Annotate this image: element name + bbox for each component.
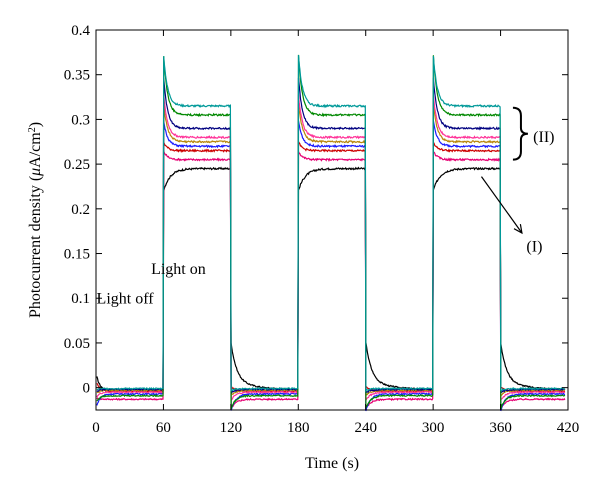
y-tick-label: 0.35	[64, 68, 90, 84]
series-line	[96, 166, 566, 393]
series-line	[96, 141, 566, 393]
y-axis-label: Photocurrent density (μA/cm2)	[27, 122, 45, 318]
x-tick-label: 240	[354, 420, 377, 436]
group-ii-label: (II)	[533, 129, 554, 146]
y-tick-label: 0	[83, 381, 91, 397]
series-line	[96, 102, 566, 397]
light-off-annotation: Light off	[97, 291, 155, 308]
series-line	[96, 77, 565, 396]
group-i-label: (I)	[526, 239, 542, 256]
x-tick-label: 0	[92, 420, 100, 436]
plot-frame	[95, 29, 569, 411]
y-tick-label: 0.3	[71, 112, 90, 128]
group-i-arrow-line	[480, 176, 523, 234]
y-tick-label: 0.2	[71, 202, 90, 218]
x-tick-label: 60	[156, 420, 171, 436]
light-on-annotation: Light on	[151, 261, 206, 278]
series-line	[96, 150, 566, 411]
series-lines	[96, 54, 566, 412]
x-tick-label: 300	[422, 420, 445, 436]
y-tick-label: 0.05	[64, 336, 90, 352]
series-line	[96, 54, 566, 410]
series-line	[96, 120, 566, 412]
series-line	[96, 55, 565, 393]
x-tick-label: 360	[489, 420, 512, 436]
series-line	[96, 94, 566, 403]
group-i-arrow-head	[513, 223, 523, 235]
group-ii-brace	[512, 106, 528, 161]
axis-ticks	[95, 29, 569, 410]
x-tick-label: 420	[557, 420, 580, 436]
x-axis-label: Time (s)	[305, 455, 359, 472]
y-tick-label: 0.25	[64, 157, 90, 173]
y-tick-label: 0.1	[71, 291, 90, 307]
y-tick-label: 0.4	[71, 23, 90, 39]
x-tick-label: 180	[287, 420, 310, 436]
y-tick-label: 0.15	[64, 247, 90, 263]
x-tick-label: 120	[220, 420, 243, 436]
tick-labels: 0 60 120 180 240 300 360 420 0 0.05 0.1 0.15 0.2 0.25…	[64, 23, 580, 436]
